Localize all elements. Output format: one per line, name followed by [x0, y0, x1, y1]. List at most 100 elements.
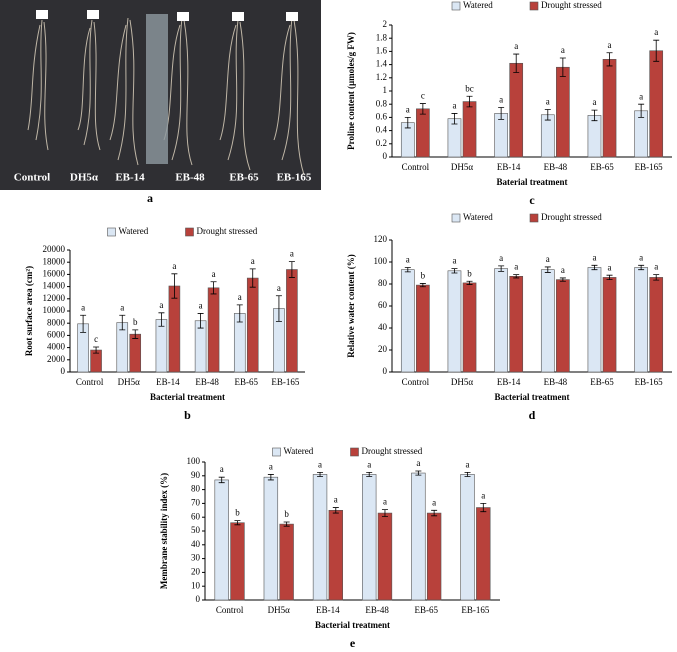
significance-letter: a — [199, 301, 203, 311]
significance-letter: c — [421, 91, 425, 101]
significance-letter: a — [406, 255, 410, 265]
error-bar — [132, 329, 139, 339]
error-bar — [171, 273, 178, 299]
error-bar — [332, 507, 339, 514]
y-axis-title: Proline content (µmoles/g FW) — [346, 32, 356, 150]
error-bar — [366, 471, 373, 477]
x-tick-label: EB-14 — [497, 162, 521, 172]
bar — [400, 269, 415, 373]
significance-letter: a — [212, 269, 216, 279]
y-tick-label: 0 — [383, 151, 388, 161]
y-tick-label: 2 — [383, 19, 388, 29]
bar — [476, 507, 491, 601]
significance-letter: a — [452, 101, 456, 111]
y-tick-label: 100 — [374, 256, 388, 266]
bar — [312, 474, 328, 601]
error-bar — [404, 117, 411, 129]
roots — [27, 17, 305, 176]
legend-swatch — [185, 227, 194, 237]
y-tick-label: 40 — [378, 322, 388, 332]
significance-letter: a — [546, 97, 550, 107]
y-tick-label: 20000 — [43, 244, 66, 254]
y-tick-label: 0.8 — [376, 98, 388, 108]
x-tick-label: EB-14 — [497, 377, 521, 387]
panel-letter: c — [529, 193, 535, 207]
bar — [286, 269, 298, 373]
significance-letter: a — [514, 262, 518, 272]
error-bar — [267, 474, 274, 481]
error-bar — [513, 274, 520, 279]
legend-label: Drought stressed — [541, 0, 602, 10]
significance-letter: a — [481, 490, 485, 500]
error-bar — [415, 470, 422, 476]
y-tick-label: 14000 — [43, 281, 66, 291]
bar — [602, 59, 617, 158]
x-tick-label: EB-48 — [544, 377, 568, 387]
significance-letter: a — [654, 27, 658, 37]
x-tick-label: EB-165 — [461, 605, 489, 615]
error-bar — [288, 261, 295, 278]
significance-letter: a — [334, 495, 338, 505]
significance-letter: a — [608, 262, 612, 272]
significance-letter: a — [159, 300, 163, 310]
bar — [649, 277, 664, 373]
y-tick-label: 0.2 — [376, 138, 387, 148]
x-axis-title: Baterial treatment — [496, 177, 567, 187]
legend-label: Watered — [463, 212, 493, 222]
bar — [602, 277, 617, 373]
photo-label: DH5α — [70, 172, 99, 184]
y-tick-label: 12000 — [43, 293, 66, 303]
bar — [447, 270, 462, 373]
bar — [168, 285, 181, 373]
significance-letter: b — [235, 508, 240, 518]
x-tick-label: EB-48 — [195, 377, 219, 387]
bar — [556, 66, 570, 158]
bar — [416, 108, 430, 158]
bar — [462, 282, 477, 373]
significance-letter: a — [592, 97, 596, 107]
y-tick-label: 18000 — [43, 256, 66, 266]
significance-letter: a — [220, 464, 224, 474]
error-bar — [653, 39, 660, 62]
significance-letter: a — [383, 497, 387, 507]
error-bar — [544, 109, 551, 121]
error-bar — [236, 304, 243, 323]
y-tick-label: 16000 — [43, 268, 66, 278]
bar — [462, 101, 477, 158]
legend-label: Watered — [284, 446, 314, 456]
error-bar — [498, 265, 505, 272]
error-bar — [544, 266, 551, 273]
x-tick-label: DH5α — [451, 162, 473, 172]
legend-label: Watered — [463, 0, 493, 10]
legend-label: Drought stressed — [197, 226, 258, 236]
error-bar — [218, 476, 225, 484]
y-tick-label: 20 — [191, 566, 201, 576]
error-bar — [466, 280, 473, 285]
significance-letter: a — [269, 461, 273, 471]
significance-letter: a — [546, 254, 550, 264]
error-bar — [606, 52, 613, 67]
significance-letter: a — [466, 459, 470, 469]
bar — [411, 472, 426, 601]
error-bar — [317, 471, 324, 477]
bar — [587, 267, 602, 373]
panel-letter: b — [184, 408, 191, 422]
significance-letter: a — [514, 41, 518, 51]
x-tick-label: Control — [402, 162, 430, 172]
bar — [362, 474, 377, 601]
y-tick-label: 50 — [191, 525, 201, 535]
bar — [447, 118, 462, 158]
x-axis-title: Bacterial treatment — [150, 392, 225, 402]
significance-letter: b — [421, 271, 426, 281]
bar — [509, 275, 524, 373]
significance-letter: a — [318, 459, 322, 469]
error-bar — [404, 267, 411, 273]
legend-label: Watered — [119, 226, 149, 236]
bar — [494, 113, 508, 158]
significance-letter: b — [133, 317, 138, 327]
error-bar — [591, 109, 598, 122]
bar — [377, 512, 393, 601]
error-bar — [197, 313, 204, 329]
error-bar — [210, 281, 217, 295]
y-tick-label: 60 — [378, 300, 388, 310]
